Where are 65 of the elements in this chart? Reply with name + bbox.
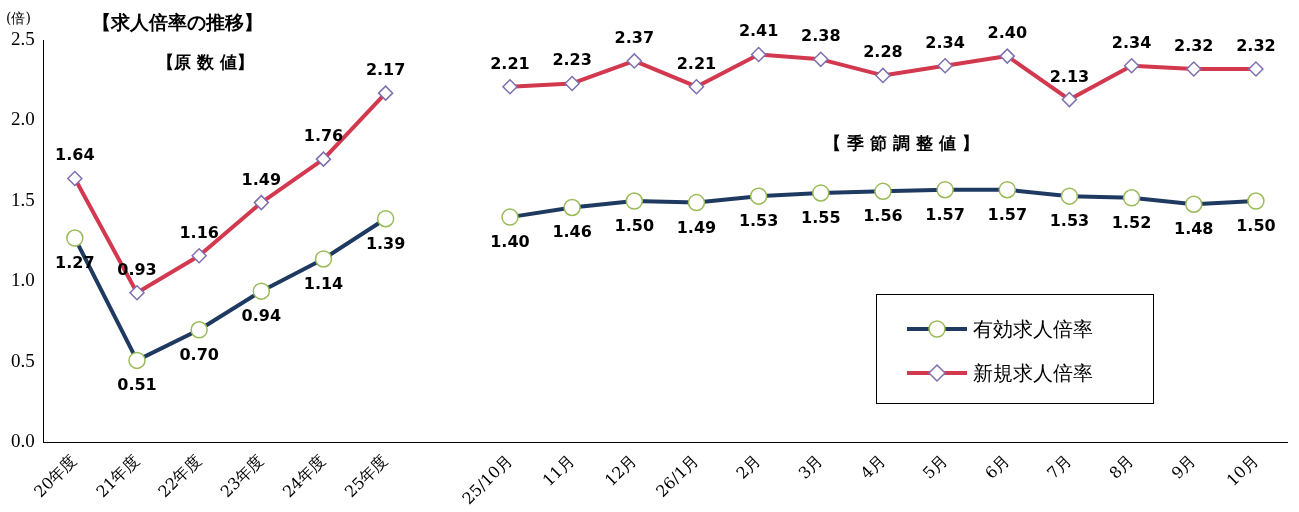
x-tick-label: 4月 bbox=[856, 450, 889, 483]
x-tick-label: 7月 bbox=[1043, 450, 1076, 483]
x-tick-label: 23年度 bbox=[216, 450, 268, 502]
data-label: 1.55 bbox=[801, 207, 841, 227]
data-label: 2.34 bbox=[1111, 32, 1152, 52]
x-tick-label: 11月 bbox=[538, 450, 578, 490]
x-tick-label: 22年度 bbox=[154, 450, 205, 502]
y-tick-label: 1.0 bbox=[11, 269, 35, 291]
data-label: 1.50 bbox=[1236, 216, 1276, 235]
data-label: 2.41 bbox=[738, 21, 779, 41]
data-label: 1.46 bbox=[552, 222, 592, 242]
y-tick-label: 1.5 bbox=[11, 188, 35, 210]
x-tick-label: 24年度 bbox=[278, 450, 330, 502]
data-label: 1.53 bbox=[738, 211, 779, 231]
data-label: 1.48 bbox=[1174, 219, 1214, 239]
y-tick-label: 2.0 bbox=[11, 108, 35, 130]
annotation: 【原 数 値】 bbox=[156, 52, 254, 73]
x-tick-label: 20年度 bbox=[30, 450, 81, 502]
data-label: 1.76 bbox=[303, 126, 344, 146]
data-label: 1.57 bbox=[987, 204, 1028, 224]
x-tick-label: 2月 bbox=[732, 450, 765, 483]
data-label: 2.37 bbox=[614, 27, 655, 47]
data-label: 1.50 bbox=[614, 216, 655, 235]
legend-label: 有効求人倍率 bbox=[973, 315, 1093, 343]
data-label: 2.21 bbox=[490, 53, 530, 73]
annotation: 【 季 節 調 整 値 】 bbox=[824, 132, 979, 153]
x-tick-label: 21年度 bbox=[92, 450, 143, 502]
x-tick-label: 8月 bbox=[1105, 450, 1138, 483]
data-label: 2.40 bbox=[987, 23, 1028, 43]
y-tick-label: 2.5 bbox=[11, 27, 35, 49]
data-label: 2.38 bbox=[801, 26, 841, 46]
x-tick-label: 10月 bbox=[1222, 450, 1262, 490]
data-label: 1.14 bbox=[303, 273, 344, 293]
data-label: 1.39 bbox=[365, 233, 406, 253]
data-label: 2.32 bbox=[1174, 35, 1214, 55]
data-label: 1.57 bbox=[925, 204, 965, 224]
data-label: 0.51 bbox=[117, 375, 157, 395]
data-label: 1.49 bbox=[241, 169, 282, 189]
x-tick-label: 6月 bbox=[981, 450, 1014, 483]
y-tick-label: 0.0 bbox=[11, 430, 35, 452]
data-label: 1.53 bbox=[1049, 211, 1090, 231]
data-label: 0.70 bbox=[179, 344, 219, 364]
data-label: 2.17 bbox=[365, 60, 406, 80]
data-label: 1.56 bbox=[863, 206, 903, 226]
x-tick-label: 12月 bbox=[600, 450, 641, 490]
legend-label: 新規求人倍率 bbox=[973, 359, 1093, 387]
data-label: 2.13 bbox=[1049, 66, 1090, 86]
y-tick-label: 0.5 bbox=[11, 349, 35, 371]
data-label: 1.40 bbox=[490, 232, 530, 252]
x-tick-label: 3月 bbox=[794, 450, 827, 483]
data-label: 1.16 bbox=[179, 222, 219, 242]
data-label: 1.52 bbox=[1111, 212, 1152, 232]
x-tick-label: 5月 bbox=[918, 450, 951, 483]
data-label: 1.49 bbox=[676, 217, 717, 237]
data-label: 2.23 bbox=[552, 50, 592, 70]
data-label: 2.21 bbox=[676, 53, 717, 73]
data-label: 2.28 bbox=[863, 42, 903, 62]
x-tick-label: 25年度 bbox=[340, 450, 392, 502]
chart-title: 【求人倍率の推移】 bbox=[92, 10, 263, 35]
x-tick-label: 9月 bbox=[1167, 450, 1200, 483]
data-label: 2.34 bbox=[925, 32, 965, 52]
data-label: 1.64 bbox=[55, 145, 95, 165]
y-axis-title: (倍) bbox=[6, 10, 31, 28]
data-label: 2.32 bbox=[1236, 35, 1276, 55]
data-label: 0.94 bbox=[241, 306, 282, 326]
